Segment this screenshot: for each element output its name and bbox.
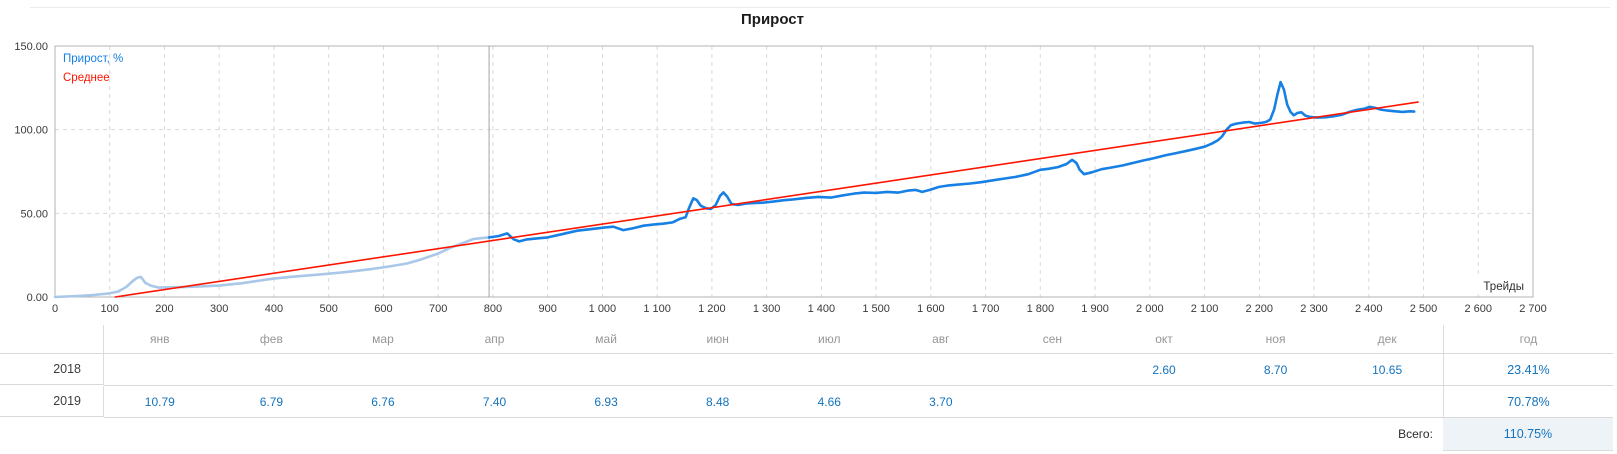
- month-value: [885, 354, 997, 386]
- total-value: 110.75%: [1442, 418, 1613, 451]
- month-value: [550, 354, 662, 386]
- history-line: [53, 236, 491, 299]
- month-value: [104, 354, 216, 386]
- month-value: 4.66: [773, 386, 886, 418]
- y-tick-label: 100.00: [14, 125, 48, 137]
- chart-title: Прирост: [741, 11, 804, 28]
- month-value: [996, 354, 1109, 386]
- month-header: янв: [104, 325, 216, 354]
- month-value: 8.70: [1219, 354, 1332, 386]
- plot-border: [54, 45, 1534, 298]
- month-value: 7.40: [438, 386, 551, 418]
- x-tick-label: 1 000: [589, 303, 617, 315]
- x-tick-label: 1 700: [972, 303, 1000, 315]
- month-value: [438, 354, 551, 386]
- month-header: май: [550, 325, 662, 354]
- average-line: [114, 101, 1419, 298]
- y-tick-label: 50.00: [20, 208, 48, 220]
- y-tick-label: 0.00: [27, 292, 48, 304]
- month-value: [661, 354, 774, 386]
- x-tick-label: 700: [429, 303, 447, 315]
- x-tick-label: 2 600: [1464, 303, 1492, 315]
- x-tick-label: 1 900: [1081, 303, 1109, 315]
- x-tick-label: 1 800: [1027, 303, 1055, 315]
- x-tick-label: 800: [484, 303, 502, 315]
- x-tick-label: 1 100: [643, 303, 671, 315]
- month-header: фев: [215, 325, 328, 354]
- x-tick-label: 1 500: [862, 303, 890, 315]
- month-header: дек: [1331, 325, 1443, 354]
- month-value: [996, 386, 1109, 418]
- month-header: окт: [1108, 325, 1220, 354]
- year-total-value: 23.41%: [1442, 354, 1613, 386]
- x-axis-label-bg: [1453, 277, 1529, 294]
- x-tick-label: 2 500: [1410, 303, 1438, 315]
- month-header: мар: [327, 325, 439, 354]
- x-tick-label: 2 400: [1355, 303, 1383, 315]
- panel-top-border: [30, 7, 1610, 8]
- x-tick-label: 2 000: [1136, 303, 1164, 315]
- x-tick-label: 0: [52, 303, 58, 315]
- month-value: [1219, 386, 1332, 418]
- year-total-value: 70.78%: [1442, 386, 1613, 418]
- month-header: июн: [661, 325, 774, 354]
- month-value: 6.76: [327, 386, 439, 418]
- month-header: апр: [438, 325, 551, 354]
- month-value: 6.79: [215, 386, 328, 418]
- growth-chart: 0 100 200 300 400 500 600 700 800 900 1 000 1 100 1 …: [14, 41, 1547, 315]
- x-tick-label: 200: [155, 303, 173, 315]
- month-value: [1331, 386, 1443, 418]
- month-value: 6.93: [550, 386, 662, 418]
- year-label: 2019: [0, 386, 104, 417]
- year-total-header: год: [1442, 325, 1613, 354]
- month-value: 10.79: [104, 386, 216, 418]
- x-tick-label: 1 400: [808, 303, 836, 315]
- month-value: 2.60: [1108, 354, 1220, 386]
- legend-item-1: Среднее: [63, 72, 110, 84]
- month-header: ноя: [1219, 325, 1332, 354]
- y-tick-label: 150.00: [14, 41, 48, 53]
- x-tick-label: 300: [210, 303, 228, 315]
- legend-item-0: Прирост, %: [63, 53, 123, 65]
- growth-line: [487, 80, 1416, 243]
- x-axis-label: Трейды: [1483, 281, 1524, 293]
- monthly-returns-table: янв фев мар апр май июн июл авг сен окт ноя дек год 2…: [0, 325, 1613, 451]
- month-value: [215, 354, 328, 386]
- x-tick-label: 900: [538, 303, 556, 315]
- x-tick-label: 2 200: [1246, 303, 1274, 315]
- x-tick-label: 600: [374, 303, 392, 315]
- x-tick-label: 1 600: [917, 303, 945, 315]
- month-header: авг: [885, 325, 997, 354]
- year-label: 2018: [0, 354, 104, 385]
- month-value: 8.48: [661, 386, 774, 418]
- total-label: Всего:: [1398, 427, 1433, 441]
- x-tick-label: 1 200: [698, 303, 726, 315]
- x-tick-label: 2 700: [1519, 303, 1547, 315]
- month-header: сен: [996, 325, 1109, 354]
- x-tick-label: 2 100: [1191, 303, 1219, 315]
- table-corner-cell: [0, 325, 104, 354]
- month-value: [1108, 386, 1220, 418]
- month-value: [327, 354, 439, 386]
- x-tick-label: 1 300: [753, 303, 781, 315]
- x-tick-label: 500: [320, 303, 338, 315]
- month-value: [773, 354, 886, 386]
- month-value: 10.65: [1331, 354, 1443, 386]
- month-header: июл: [773, 325, 886, 354]
- x-tick-label: 400: [265, 303, 283, 315]
- month-value: 3.70: [885, 386, 997, 418]
- x-tick-label: 2 300: [1300, 303, 1328, 315]
- x-tick-label: 100: [101, 303, 119, 315]
